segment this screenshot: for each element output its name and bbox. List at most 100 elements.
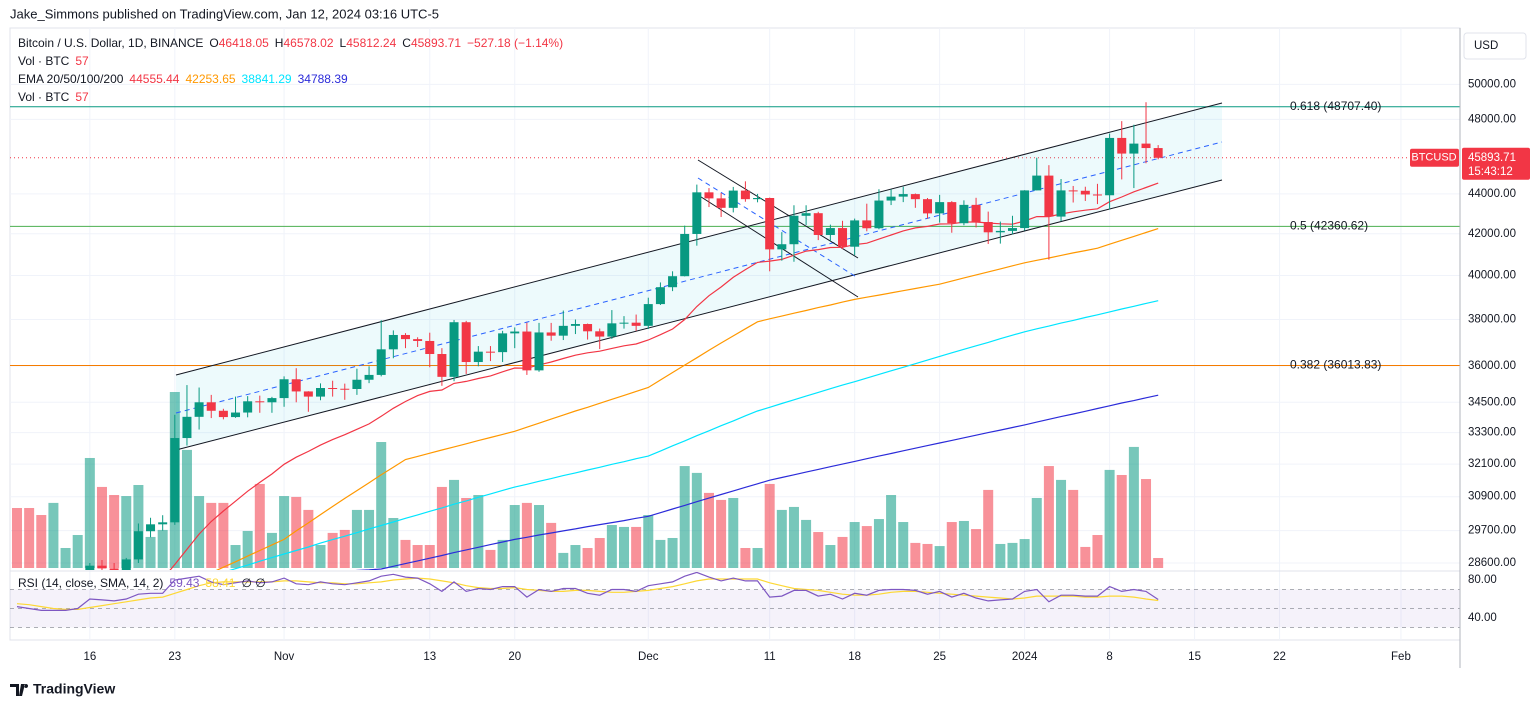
legend-row: Vol · BTC 57 <box>18 54 89 68</box>
candle-body <box>583 324 593 332</box>
volume-bar <box>181 449 192 568</box>
volume-bar <box>424 545 435 568</box>
volume-bar <box>327 532 338 568</box>
candle-body <box>643 304 653 326</box>
candle-body <box>607 323 617 337</box>
candle-body <box>716 198 726 208</box>
volume-bar <box>376 442 387 568</box>
legend-ema: EMA 20/50/100/200 <box>18 72 124 86</box>
candle-body <box>558 325 568 336</box>
legend-value: 46578.02 <box>283 36 333 50</box>
candle-body <box>631 322 641 326</box>
candle-body <box>206 402 216 411</box>
volume-bar <box>1031 497 1042 568</box>
volume-bar <box>534 505 545 568</box>
volume-bar <box>315 545 326 568</box>
candle-body <box>425 340 435 355</box>
candle-body <box>789 215 799 245</box>
volume-bar <box>218 502 229 568</box>
volume-bar <box>400 539 411 568</box>
candle-body <box>680 233 690 277</box>
volume-bar <box>606 525 617 568</box>
volume-bar <box>473 495 484 568</box>
volume-bar <box>521 502 532 568</box>
volume-bar <box>206 502 217 568</box>
candle-body <box>886 196 896 201</box>
volume-bar <box>60 547 71 568</box>
candle-body <box>1080 190 1090 195</box>
x-tick-label: 25 <box>933 651 946 663</box>
candle-body <box>85 565 95 570</box>
candle-body <box>619 322 629 324</box>
candle-body <box>303 391 313 397</box>
volume-bar <box>983 489 994 568</box>
candle-body <box>194 402 204 417</box>
currency-button[interactable] <box>1463 32 1527 60</box>
volume-bar <box>934 546 945 568</box>
legend-vol: Vol · BTC <box>18 90 70 104</box>
volume-bar <box>254 483 265 568</box>
candle-body <box>1020 190 1030 229</box>
volume-bar <box>1104 469 1115 568</box>
volume-bar <box>485 549 496 568</box>
candle-body <box>121 559 131 570</box>
volume-bar <box>436 486 447 568</box>
candle-body <box>364 374 374 380</box>
candle-body <box>704 192 714 199</box>
legend-value: 57 <box>75 90 89 104</box>
volume-bar <box>886 495 897 568</box>
candle-body <box>413 339 423 341</box>
volume-bar <box>230 545 241 568</box>
volume-bar <box>121 496 132 568</box>
price-badge-text: 45893.71 <box>1468 152 1516 164</box>
volume-bar <box>764 483 775 568</box>
rsi-value: 59.43 <box>169 576 199 590</box>
logo-icon <box>10 684 29 696</box>
volume-bar <box>1056 479 1067 568</box>
candle-body <box>316 388 325 397</box>
legend-ema-value: 44555.44 <box>129 72 179 86</box>
volume-bar <box>291 496 302 568</box>
volume-bar <box>558 552 569 568</box>
candle-body <box>449 322 459 377</box>
y-tick-label: 32100.00 <box>1468 458 1516 470</box>
candle-body <box>376 349 386 375</box>
candle-body <box>461 322 471 363</box>
candle-body <box>728 190 738 208</box>
ema-line <box>215 228 1159 570</box>
candle-body <box>692 192 702 234</box>
fib-label: 0.618 (48707.40) <box>1290 99 1381 113</box>
volume-bar <box>643 515 654 568</box>
x-tick-label: 16 <box>83 651 96 663</box>
x-tick-label: 18 <box>848 651 861 663</box>
volume-bar <box>242 530 253 568</box>
candle-body <box>1056 190 1066 217</box>
volume-bar <box>1141 479 1152 568</box>
candle-body <box>801 213 811 216</box>
y-tick-label: 33300.00 <box>1468 427 1516 439</box>
volume-bar <box>740 547 751 568</box>
legend-row: EMA 20/50/100/200 44555.44 42253.65 38841.2… <box>18 72 348 86</box>
volume-bar <box>922 543 933 568</box>
volume-bar <box>728 497 739 568</box>
candle-body <box>1129 143 1139 154</box>
legend-value: 45812.24 <box>346 36 396 50</box>
volume-bar <box>364 509 375 568</box>
logo-text: TradingView <box>33 681 115 697</box>
down-channel-upper <box>697 159 859 259</box>
rsi-line <box>16 572 1159 611</box>
candle-body <box>923 199 932 214</box>
y-tick-label: 38000.00 <box>1468 314 1516 326</box>
rsi-tick-label: 40.00 <box>1468 612 1497 624</box>
y-tick-label: 30900.00 <box>1468 491 1516 503</box>
volume-bar <box>958 520 969 568</box>
candle-body <box>765 197 775 250</box>
currency[interactable]: USD <box>1474 40 1498 52</box>
legend-value: 57 <box>75 54 89 68</box>
rsi-label: RSI (14, close, SMA, 14, 2) <box>18 576 163 590</box>
y-tick-label: 40000.00 <box>1468 270 1516 282</box>
volume-bar <box>194 496 205 568</box>
volume-bar <box>691 472 702 568</box>
volume-bar <box>303 509 314 568</box>
